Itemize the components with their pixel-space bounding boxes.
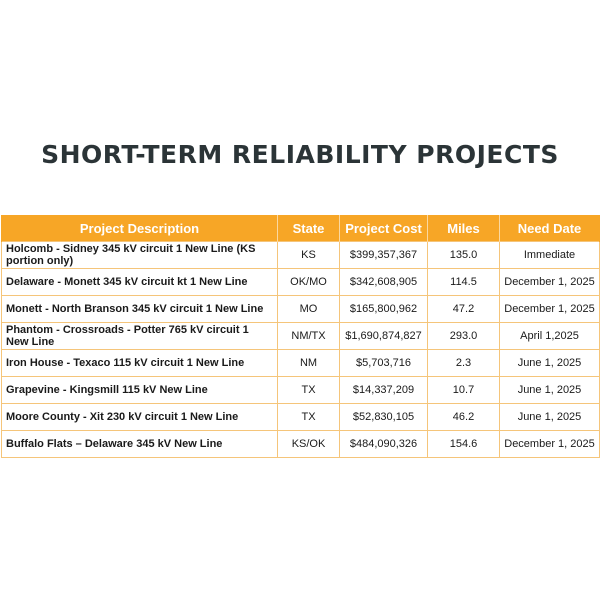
- table-row: Moore County - Xit 230 kV circuit 1 New …: [1, 403, 600, 431]
- page-title: SHORT-TERM RELIABILITY PROJECTS: [41, 140, 559, 169]
- need-date-cell: December 1, 2025: [499, 430, 600, 458]
- projects-table: Project Description State Project Cost M…: [1, 215, 600, 458]
- table-header-row: Project Description State Project Cost M…: [1, 215, 600, 242]
- project-description-cell: Holcomb - Sidney 345 kV circuit 1 New Li…: [1, 241, 278, 269]
- need-date-cell: Immediate: [499, 241, 600, 269]
- project-cost-cell: $5,703,716: [339, 349, 428, 377]
- state-cell: OK/MO: [277, 268, 340, 296]
- need-date-cell: December 1, 2025: [499, 295, 600, 323]
- header-need-date: Need Date: [499, 215, 600, 242]
- state-cell: TX: [277, 376, 340, 404]
- project-cost-cell: $52,830,105: [339, 403, 428, 431]
- header-project-cost: Project Cost: [339, 215, 428, 242]
- need-date-cell: June 1, 2025: [499, 349, 600, 377]
- table-row: Iron House - Texaco 115 kV circuit 1 New…: [1, 349, 600, 377]
- table-row: Buffalo Flats – Delaware 345 kV New Line…: [1, 430, 600, 458]
- project-cost-cell: $399,357,367: [339, 241, 428, 269]
- state-cell: KS/OK: [277, 430, 340, 458]
- project-cost-cell: $484,090,326: [339, 430, 428, 458]
- miles-cell: 47.2: [427, 295, 500, 323]
- table-row: Grapevine - Kingsmill 115 kV New Line TX…: [1, 376, 600, 404]
- project-description-cell: Monett - North Branson 345 kV circuit 1 …: [1, 295, 278, 323]
- project-cost-cell: $342,608,905: [339, 268, 428, 296]
- need-date-cell: December 1, 2025: [499, 268, 600, 296]
- project-cost-cell: $1,690,874,827: [339, 322, 428, 350]
- state-cell: TX: [277, 403, 340, 431]
- state-cell: NM: [277, 349, 340, 377]
- need-date-cell: April 1,2025: [499, 322, 600, 350]
- miles-cell: 10.7: [427, 376, 500, 404]
- project-description-cell: Moore County - Xit 230 kV circuit 1 New …: [1, 403, 278, 431]
- table-row: Holcomb - Sidney 345 kV circuit 1 New Li…: [1, 241, 600, 269]
- project-description-cell: Phantom - Crossroads - Potter 765 kV cir…: [1, 322, 278, 350]
- need-date-cell: June 1, 2025: [499, 403, 600, 431]
- table-row: Phantom - Crossroads - Potter 765 kV cir…: [1, 322, 600, 350]
- project-description-cell: Grapevine - Kingsmill 115 kV New Line: [1, 376, 278, 404]
- project-cost-cell: $165,800,962: [339, 295, 428, 323]
- state-cell: MO: [277, 295, 340, 323]
- need-date-cell: June 1, 2025: [499, 376, 600, 404]
- project-description-cell: Iron House - Texaco 115 kV circuit 1 New…: [1, 349, 278, 377]
- table-row: Delaware - Monett 345 kV circuit kt 1 Ne…: [1, 268, 600, 296]
- project-description-cell: Buffalo Flats – Delaware 345 kV New Line: [1, 430, 278, 458]
- miles-cell: 46.2: [427, 403, 500, 431]
- header-state: State: [277, 215, 340, 242]
- miles-cell: 293.0: [427, 322, 500, 350]
- miles-cell: 135.0: [427, 241, 500, 269]
- project-description-cell: Delaware - Monett 345 kV circuit kt 1 Ne…: [1, 268, 278, 296]
- table-row: Monett - North Branson 345 kV circuit 1 …: [1, 295, 600, 323]
- miles-cell: 154.6: [427, 430, 500, 458]
- project-cost-cell: $14,337,209: [339, 376, 428, 404]
- state-cell: KS: [277, 241, 340, 269]
- miles-cell: 114.5: [427, 268, 500, 296]
- miles-cell: 2.3: [427, 349, 500, 377]
- header-project-description: Project Description: [1, 215, 278, 242]
- state-cell: NM/TX: [277, 322, 340, 350]
- header-miles: Miles: [427, 215, 500, 242]
